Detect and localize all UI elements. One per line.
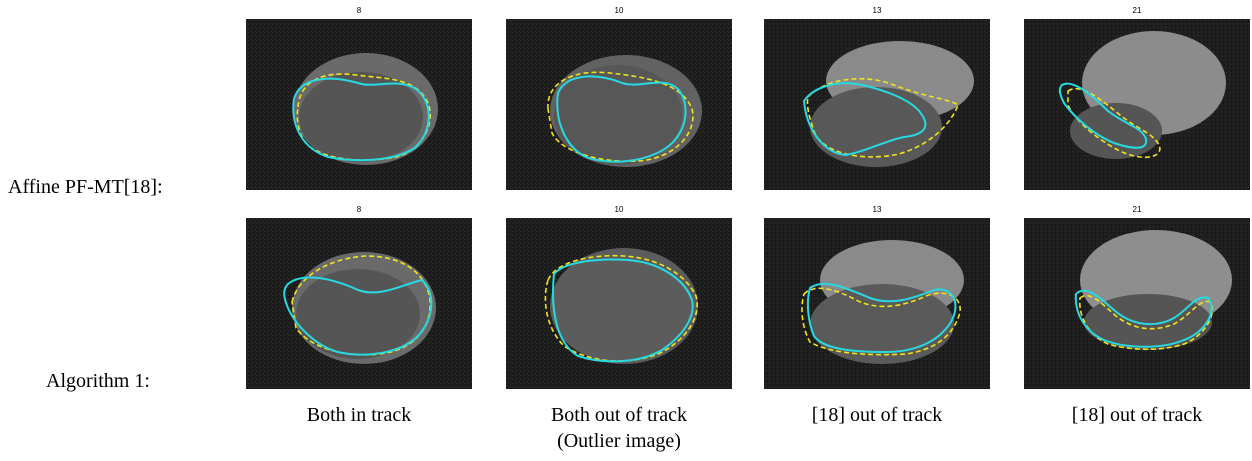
estimated-contour bbox=[806, 282, 957, 354]
estimated-contour bbox=[556, 75, 687, 163]
ground-truth-contour bbox=[801, 287, 961, 356]
object-region bbox=[1084, 294, 1212, 350]
object-region bbox=[1070, 103, 1162, 159]
column-caption: Both out of track (Outlier image) bbox=[489, 402, 749, 454]
caption-line: (Outlier image) bbox=[557, 430, 681, 452]
caption-line: [18] out of track bbox=[811, 404, 943, 426]
estimated-contour bbox=[292, 77, 430, 162]
frame-number: 13 bbox=[872, 6, 882, 15]
tracking-panel-pfmt-frame-10 bbox=[506, 19, 732, 190]
estimated-contour bbox=[552, 258, 694, 363]
object-region bbox=[810, 284, 954, 364]
estimated-contour bbox=[1058, 82, 1148, 149]
frame-number: 21 bbox=[1132, 205, 1142, 214]
ground-truth-contour bbox=[547, 71, 694, 163]
estimated-contour bbox=[283, 276, 433, 356]
object-region bbox=[550, 248, 698, 364]
row-label-algorithm-1: Algorithm 1: bbox=[46, 370, 150, 392]
tracking-panel-algorithm1-frame-13 bbox=[764, 218, 990, 389]
row-label-affine-pf-mt: Affine PF-MT[18]: bbox=[8, 176, 163, 198]
tracking-panel-pfmt-frame-21 bbox=[1024, 19, 1250, 190]
object-region bbox=[554, 65, 682, 165]
frame-number: 10 bbox=[614, 6, 624, 15]
frame-number: 8 bbox=[356, 6, 362, 15]
tracking-panel-pfmt-frame-13 bbox=[764, 19, 990, 190]
ground-truth-contour bbox=[1067, 87, 1161, 159]
object-region bbox=[296, 269, 420, 359]
caption-line: Both out of track bbox=[550, 404, 688, 426]
column-caption: [18] out of track bbox=[747, 402, 1007, 428]
ground-truth-contour bbox=[544, 254, 698, 362]
column-caption: Both in track bbox=[229, 402, 489, 428]
frame-number: 13 bbox=[872, 205, 882, 214]
tracking-panel-algorithm1-frame-21 bbox=[1024, 218, 1250, 389]
frame-number: 21 bbox=[1132, 6, 1142, 15]
object-region bbox=[810, 87, 942, 167]
caption-line: Both in track bbox=[306, 404, 412, 426]
estimated-contour bbox=[802, 82, 927, 157]
tracking-panel-algorithm1-frame-8 bbox=[246, 218, 472, 389]
tracking-panel-pfmt-frame-8 bbox=[246, 19, 472, 190]
object-region bbox=[299, 72, 423, 162]
frame-number: 10 bbox=[614, 205, 624, 214]
tracking-panel-algorithm1-frame-10 bbox=[506, 218, 732, 389]
caption-line: [18] out of track bbox=[1071, 404, 1203, 426]
frame-number: 8 bbox=[356, 205, 362, 214]
estimated-contour bbox=[1074, 289, 1213, 348]
column-caption: [18] out of track bbox=[1007, 402, 1252, 428]
